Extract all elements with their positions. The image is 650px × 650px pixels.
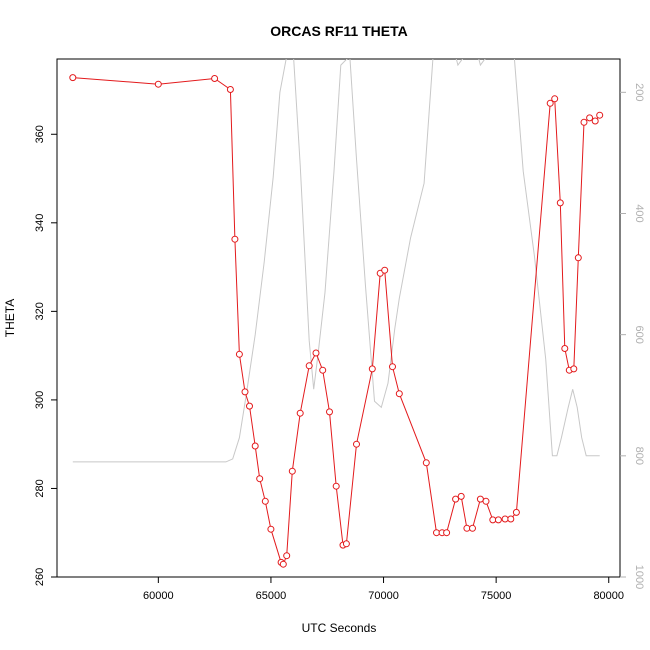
plot-frame <box>56 58 621 578</box>
data-point-0-8 <box>251 442 259 450</box>
data-point-0-50 <box>570 365 578 373</box>
series-line-0 <box>72 77 601 566</box>
x-tick-label-4: 80000 <box>593 590 624 602</box>
data-point-0-5 <box>235 350 243 358</box>
data-point-0-28 <box>389 363 396 371</box>
x-tick-label-0: 60000 <box>143 590 174 602</box>
data-point-0-15 <box>288 467 296 475</box>
x-axis: 60000 65000 70000 75000 80000 <box>143 577 624 602</box>
data-point-0-46 <box>551 95 559 103</box>
y-tick-label-4: 340 <box>34 214 46 232</box>
data-point-0-45 <box>546 99 554 107</box>
y2-tick-label-3: 800 <box>633 447 645 465</box>
data-point-0-39 <box>482 497 490 505</box>
data-point-0-55 <box>596 111 604 119</box>
data-point-0-44 <box>512 508 520 516</box>
y-tick-label-3: 320 <box>34 302 46 320</box>
y2-tick-label-1: 400 <box>633 204 645 222</box>
data-point-0-6 <box>241 388 249 396</box>
data-point-0-16 <box>296 409 304 417</box>
data-point-0-29 <box>395 390 403 398</box>
data-point-0-48 <box>561 345 569 352</box>
data-point-0-3 <box>226 86 234 93</box>
series-line-1 <box>72 59 600 463</box>
x-tick-label-3: 75000 <box>481 590 512 602</box>
data-point-0-1 <box>154 80 162 88</box>
data-point-0-51 <box>574 254 582 262</box>
y-axis-right: 200 400 600 800 1000 <box>620 83 645 589</box>
data-point-0-25 <box>368 365 376 373</box>
data-point-0-20 <box>326 408 333 416</box>
y-axis-label: THETA <box>3 299 17 337</box>
y2-tick-label-2: 600 <box>633 325 645 343</box>
y-tick-label-2: 300 <box>34 391 46 409</box>
data-point-0-14 <box>283 552 291 560</box>
data-point-0-53 <box>586 114 594 122</box>
data-point-0-17 <box>305 362 313 370</box>
x-axis-label: UTC Seconds <box>302 621 377 635</box>
data-point-0-24 <box>353 440 360 448</box>
data-point-0-52 <box>580 118 588 126</box>
data-point-0-27 <box>381 266 389 274</box>
y-axis-left: 260 280 300 320 340 360 <box>34 125 57 586</box>
data-point-0-42 <box>501 515 509 523</box>
chart-title: ORCAS RF11 THETA <box>270 23 407 39</box>
data-point-0-7 <box>246 402 253 410</box>
data-point-0-21 <box>332 482 340 490</box>
data-point-0-41 <box>494 516 502 524</box>
data-point-0-2 <box>211 75 219 82</box>
data-point-0-34 <box>452 495 460 503</box>
y2-tick-label-4: 1000 <box>633 565 645 589</box>
data-point-0-54 <box>591 117 599 125</box>
x-tick-label-1: 65000 <box>256 590 287 602</box>
data-point-0-0 <box>69 74 77 82</box>
data-point-0-10 <box>261 497 269 505</box>
data-point-0-38 <box>476 495 484 503</box>
y-tick-label-0: 260 <box>34 568 46 586</box>
data-point-0-35 <box>457 492 465 500</box>
data-point-0-18 <box>312 349 320 357</box>
y-tick-label-5: 360 <box>34 125 46 143</box>
data-point-0-30 <box>422 459 430 467</box>
data-point-0-4 <box>231 235 239 243</box>
data-point-0-23 <box>342 540 350 548</box>
data-point-0-11 <box>267 525 275 533</box>
data-point-0-43 <box>507 515 515 523</box>
data-point-0-37 <box>469 524 476 532</box>
series-clip-group <box>69 59 604 568</box>
y2-tick-label-0: 200 <box>633 83 645 101</box>
data-point-0-19 <box>319 366 327 374</box>
data-point-0-13 <box>279 560 287 568</box>
series-layer <box>69 59 604 568</box>
data-point-0-33 <box>443 529 451 537</box>
y-tick-label-1: 280 <box>34 479 46 497</box>
x-tick-label-2: 70000 <box>368 590 399 602</box>
data-point-0-47 <box>556 199 564 207</box>
data-point-0-9 <box>256 475 264 483</box>
